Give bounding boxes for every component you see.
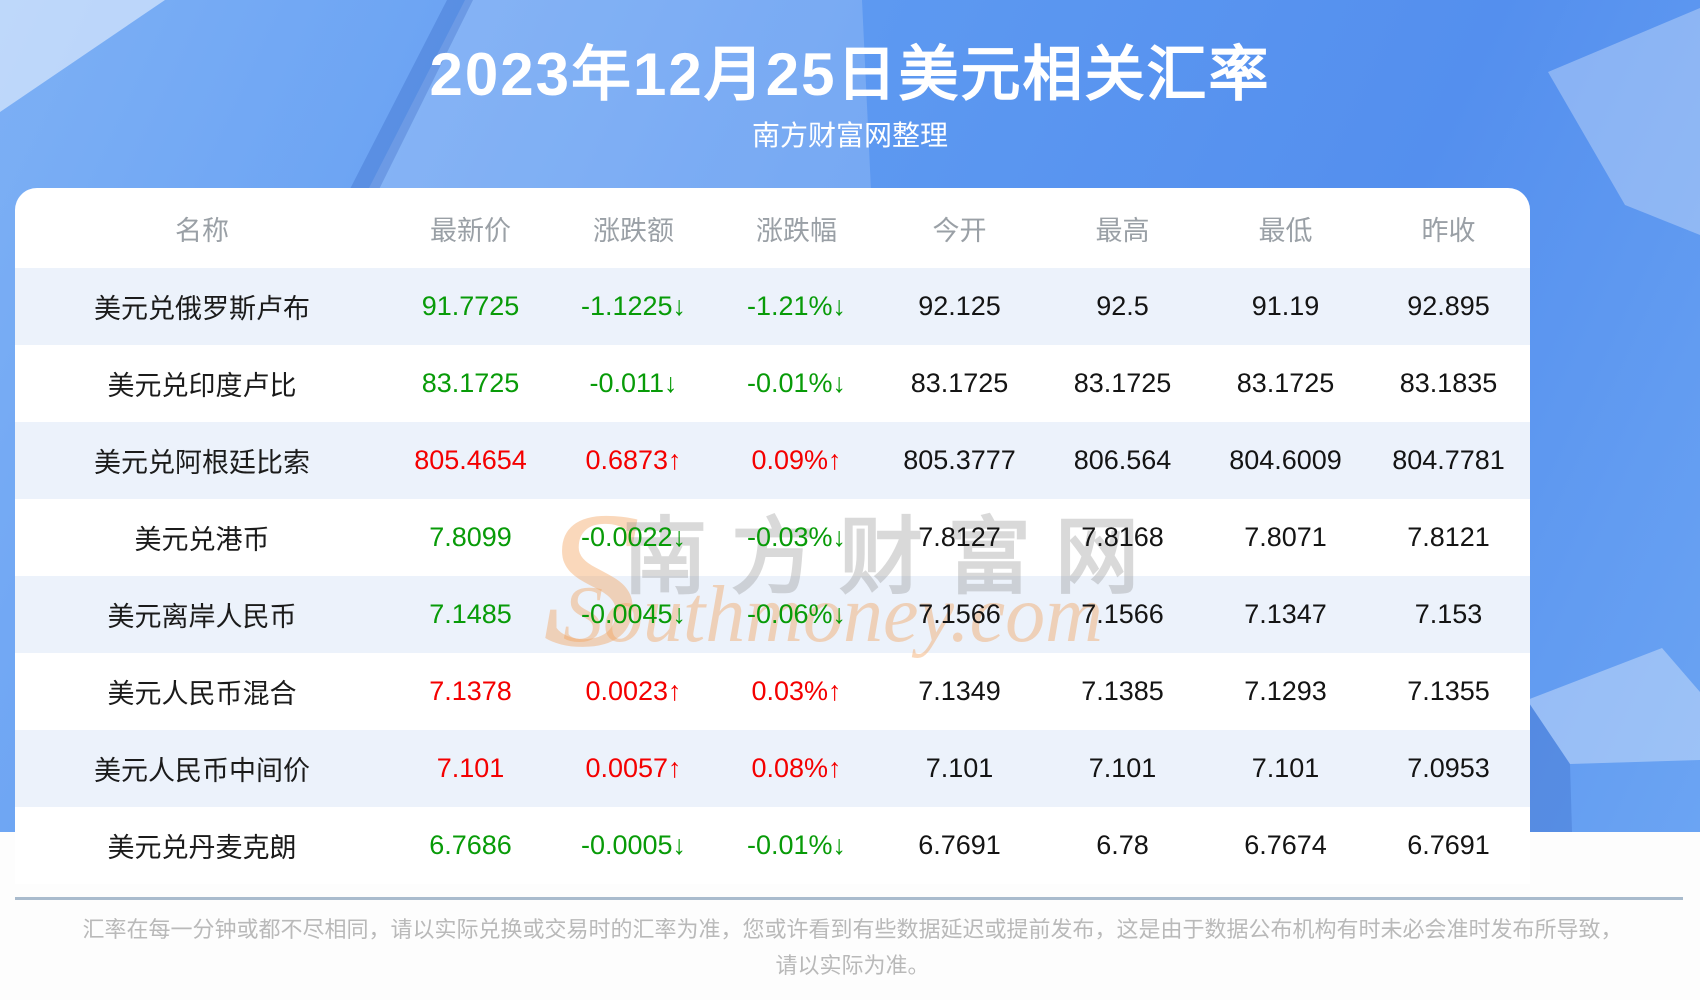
cell-open: 805.3777	[903, 445, 1016, 475]
footer-divider	[15, 897, 1683, 900]
cell-change: 0.0057↑	[585, 753, 682, 783]
cell-change-pct: -0.06%↓	[746, 599, 847, 629]
cell-change-pct: -0.01%↓	[746, 830, 847, 860]
cell-latest: 7.101	[436, 753, 505, 783]
cell-low: 6.7674	[1244, 830, 1327, 860]
cell-name: 美元兑丹麦克朗	[107, 833, 297, 863]
cell-change: 0.6873↑	[585, 445, 682, 475]
table-row: 美元兑阿根廷比索 805.4654 0.6873↑ 0.09%↑ 805.3777 806…	[15, 422, 1530, 499]
cell-change-pct: 0.08%↑	[751, 753, 842, 783]
cell-latest: 7.8099	[429, 522, 512, 552]
cell-name: 美元人民币中间价	[94, 756, 310, 786]
cell-prev-close: 6.7691	[1407, 830, 1490, 860]
page-subtitle: 南方财富网整理	[751, 120, 948, 151]
cell-high: 7.101	[1088, 753, 1157, 783]
table-header-row: 名称 最新价 涨跌额 涨跌幅 今开 最高 最低 昨收	[15, 188, 1530, 268]
cell-prev-close: 7.8121	[1407, 522, 1490, 552]
cell-high: 83.1725	[1073, 368, 1172, 398]
cell-open: 7.101	[925, 753, 994, 783]
cell-low: 91.19	[1251, 291, 1320, 321]
cell-change-pct: -0.03%↓	[746, 522, 847, 552]
cell-open: 7.8127	[918, 522, 1001, 552]
page-title: 2023年12月25日美元相关汇率	[429, 41, 1271, 108]
table-row: 美元兑俄罗斯卢布 91.7725 -1.1225↓ -1.21%↓ 92.125 92.5…	[15, 268, 1530, 345]
cell-high: 7.1566	[1081, 599, 1164, 629]
cell-high: 92.5	[1096, 291, 1149, 321]
cell-open: 7.1566	[918, 599, 1001, 629]
cell-change-pct: -0.01%↓	[746, 368, 847, 398]
cell-prev-close: 83.1835	[1399, 368, 1498, 398]
cell-name: 美元离岸人民币	[107, 602, 297, 632]
cell-high: 7.8168	[1081, 522, 1164, 552]
cell-low: 804.6009	[1229, 445, 1342, 475]
cell-prev-close: 7.1355	[1407, 676, 1490, 706]
column-header: 最高	[1095, 215, 1150, 246]
cell-prev-close: 7.153	[1414, 599, 1483, 629]
cell-low: 7.1347	[1244, 599, 1327, 629]
cell-name: 美元兑港币	[134, 525, 270, 555]
column-header: 最新价	[430, 215, 511, 246]
cell-open: 92.125	[918, 291, 1001, 321]
cell-latest: 83.1725	[421, 368, 520, 398]
cell-high: 7.1385	[1081, 676, 1164, 706]
table-row: 美元人民币混合 7.1378 0.0023↑ 0.03%↑ 7.1349 7.1385 7.…	[15, 653, 1530, 730]
cell-name: 美元兑俄罗斯卢布	[94, 294, 310, 324]
cell-open: 7.1349	[918, 676, 1001, 706]
cell-prev-close: 92.895	[1407, 291, 1490, 321]
table-row: 美元离岸人民币 7.1485 -0.0045↓ -0.06%↓ 7.1566 7.1566…	[15, 576, 1530, 653]
cell-change: -0.0022↓	[580, 522, 687, 552]
table-row: 美元兑印度卢比 83.1725 -0.011↓ -0.01%↓ 83.1725 83.17…	[15, 345, 1530, 422]
rates-table-card: S 南方财富网 Southmoney.com 名称 最新价 涨跌额 涨跌幅 今开 最高 最低…	[15, 188, 1530, 884]
cell-change-pct: 0.09%↑	[751, 445, 842, 475]
cell-prev-close: 804.7781	[1392, 445, 1505, 475]
cell-low: 7.8071	[1244, 522, 1327, 552]
cell-low: 7.1293	[1244, 676, 1327, 706]
column-header: 名称	[175, 215, 229, 246]
column-header: 涨跌幅	[756, 215, 837, 246]
table-row: 美元兑丹麦克朗 6.7686 -0.0005↓ -0.01%↓ 6.7691 6.78 6.…	[15, 807, 1530, 884]
table-body: 美元兑俄罗斯卢布 91.7725 -1.1225↓ -1.21%↓ 92.125 92.5…	[15, 268, 1530, 884]
cell-change: -0.0045↓	[580, 599, 687, 629]
cell-latest: 6.7686	[429, 830, 512, 860]
cell-open: 83.1725	[910, 368, 1009, 398]
column-header: 涨跌额	[593, 215, 674, 246]
cell-latest: 805.4654	[414, 445, 527, 475]
cell-change-pct: -1.21%↓	[746, 291, 847, 321]
cell-open: 6.7691	[918, 830, 1001, 860]
cell-high: 6.78	[1096, 830, 1149, 860]
column-header: 最低	[1258, 215, 1313, 246]
cell-prev-close: 7.0953	[1407, 753, 1490, 783]
cell-latest: 7.1485	[429, 599, 512, 629]
cell-latest: 91.7725	[421, 291, 520, 321]
cell-latest: 7.1378	[429, 676, 512, 706]
cell-low: 7.101	[1251, 753, 1320, 783]
column-header: 昨收	[1421, 215, 1476, 246]
cell-change: -0.011↓	[589, 368, 678, 398]
disclaimer-text: 汇率在每一分钟或都不尽相同，请以实际兑换或交易时的汇率为准，您或许看到有些数据延…	[82, 917, 1623, 978]
cell-change: -0.0005↓	[580, 830, 687, 860]
table-row: 美元兑港币 7.8099 -0.0022↓ -0.03%↓ 7.8127 7.8168 7.…	[15, 499, 1530, 576]
table-row: 美元人民币中间价 7.101 0.0057↑ 0.08%↑ 7.101 7.101 7.10…	[15, 730, 1530, 807]
cell-name: 美元人民币混合	[107, 679, 297, 709]
cell-change-pct: 0.03%↑	[751, 676, 842, 706]
column-header: 今开	[932, 215, 987, 246]
cell-change: 0.0023↑	[585, 676, 682, 706]
cell-name: 美元兑阿根廷比索	[94, 448, 310, 478]
cell-name: 美元兑印度卢比	[107, 371, 297, 401]
cell-high: 806.564	[1073, 445, 1172, 475]
cell-low: 83.1725	[1236, 368, 1335, 398]
cell-change: -1.1225↓	[580, 291, 687, 321]
